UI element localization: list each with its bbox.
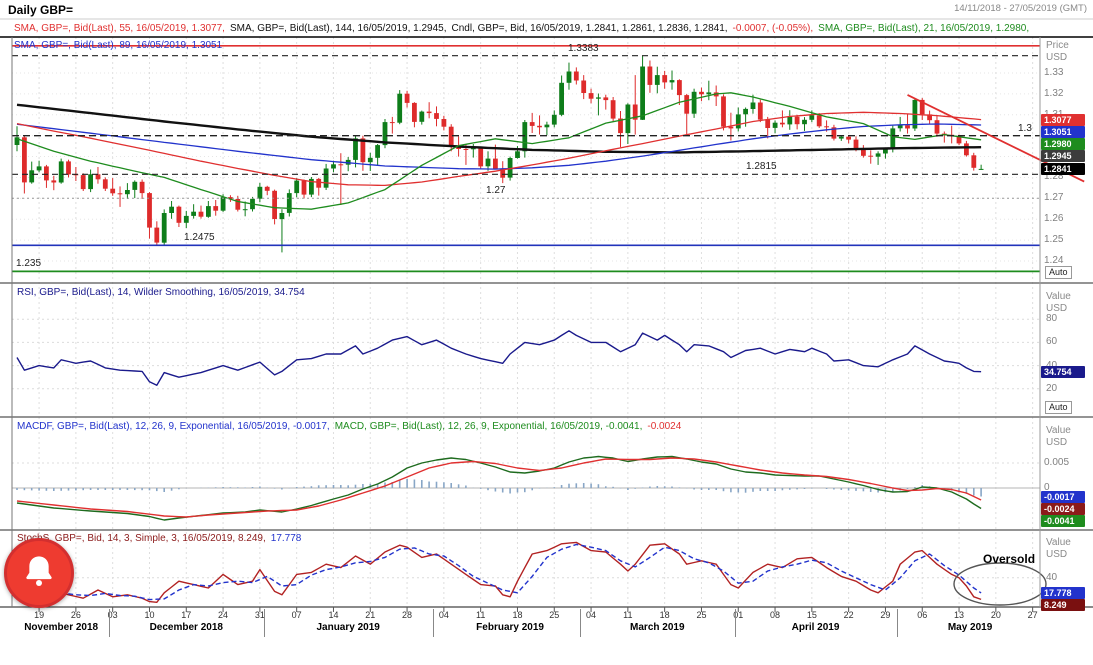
oversold-annotation: Oversold [983, 552, 1035, 566]
legend-segment: 17.778 [271, 533, 302, 544]
bell-icon [20, 552, 58, 595]
moving-averages [17, 93, 981, 209]
chart-canvas[interactable] [0, 0, 1093, 665]
stoch-legend: StochS, GBP=, Bid, 14, 3, Simple, 3, 16/… [17, 533, 306, 544]
rsi-line [17, 331, 981, 386]
stochastics [17, 542, 981, 602]
legend-segment: -0.0024 [647, 421, 681, 432]
candlesticks [15, 56, 984, 253]
legend-segment: MACD, GBP=, Bid(Last), 12, 26, 9, Expone… [335, 421, 643, 432]
price-legend-line2: SMA, GBP=, Bid(Last), 89, 16/05/2019, 1.… [14, 40, 227, 51]
macd-legend: MACDF, GBP=, Bid(Last), 12, 26, 9, Expon… [17, 421, 686, 432]
legend-segment: SMA, GBP=, Bid(Last), 55, 16/05/2019, 1.… [14, 23, 225, 34]
legend-segment: SMA, GBP=, Bid(Last), 89, 16/05/2019, 1.… [14, 40, 222, 51]
alerts-bell-button[interactable] [4, 538, 74, 608]
legend-segment: -0.0007, (-0.05%), [733, 23, 814, 34]
legend-segment: SMA, GBP=, Bid(Last), 144, 16/05/2019, 1… [230, 23, 447, 34]
legend-segment: SMA, GBP=, Bid(Last), 21, 16/05/2019, 1.… [818, 23, 1029, 34]
legend-segment: RSI, GBP=, Bid(Last), 14, Wilder Smoothi… [17, 287, 305, 298]
legend-segment: MACDF, GBP=, Bid(Last), 12, 26, 9, Expon… [17, 421, 330, 432]
legend-segment: Cndl, GBP=, Bid, 16/05/2019, 1.2841, 1.2… [452, 23, 728, 34]
price-legend-line1: SMA, GBP=, Bid(Last), 55, 16/05/2019, 1.… [14, 23, 1034, 34]
frame [0, 19, 1093, 612]
rsi-legend: RSI, GBP=, Bid(Last), 14, Wilder Smoothi… [17, 287, 310, 298]
